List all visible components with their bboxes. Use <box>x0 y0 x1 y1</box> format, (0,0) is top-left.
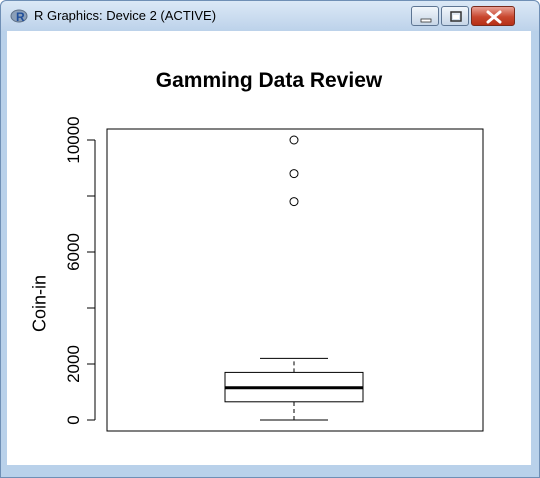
outlier-point <box>289 135 299 145</box>
boxplot-chart: 0 2000 6000 10000 <box>64 116 484 432</box>
title-bar[interactable]: R R Graphics: Device 2 (ACTIVE) <box>1 1 539 31</box>
plot-title: Gamming Data Review <box>155 69 383 92</box>
maximize-button[interactable] <box>441 6 469 26</box>
y-tick-label: 6000 <box>64 233 83 271</box>
minimize-icon <box>420 18 432 23</box>
plot-area: Gamming Data Review Coin-in 0 2000 6000 100… <box>7 31 531 465</box>
window-title: R Graphics: Device 2 (ACTIVE) <box>34 8 217 23</box>
outlier-point <box>289 197 299 207</box>
minimize-button[interactable] <box>411 6 439 26</box>
outlier-point <box>289 169 299 179</box>
r-logo-icon: R <box>10 9 28 24</box>
svg-text:R: R <box>16 10 25 24</box>
y-tick-label: 10000 <box>64 116 83 163</box>
close-icon <box>486 10 502 24</box>
plot-frame <box>106 128 484 432</box>
close-button[interactable] <box>471 6 515 26</box>
y-tick-label: 2000 <box>64 345 83 383</box>
maximize-icon <box>450 11 462 22</box>
y-tick-label: 0 <box>64 415 83 424</box>
